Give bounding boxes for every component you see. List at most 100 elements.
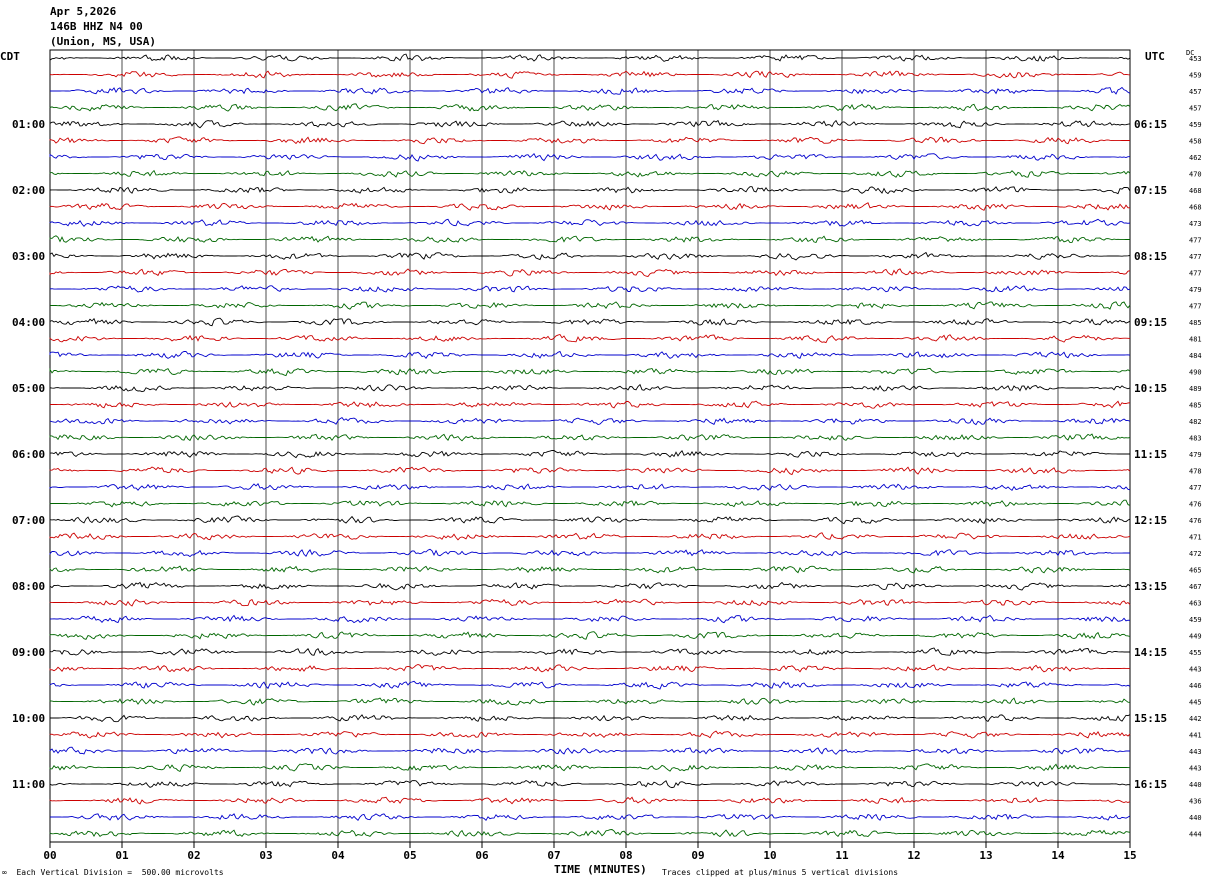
dc-offset-label: 472: [1189, 550, 1202, 558]
right-hour-label: 14:15: [1134, 646, 1167, 659]
dc-offset-label: 443: [1189, 666, 1202, 674]
seismic-trace: [49, 317, 1131, 327]
seismic-trace: [49, 333, 1131, 344]
x-tick-label: 14: [1051, 849, 1065, 862]
left-hour-label: 09:00: [12, 646, 45, 659]
dc-offset-label: 485: [1189, 402, 1202, 410]
seismic-trace: [49, 779, 1131, 789]
seismic-trace: [49, 483, 1131, 492]
x-tick-label: 00: [43, 849, 56, 862]
right-hour-label: 12:15: [1134, 514, 1167, 527]
seismic-trace: [49, 119, 1131, 129]
dc-offset-label: 482: [1189, 418, 1202, 426]
right-hour-label: 08:15: [1134, 250, 1167, 263]
dc-offset-label: 477: [1189, 270, 1202, 278]
dc-offset-label: 489: [1189, 385, 1202, 393]
seismic-trace: [50, 301, 1131, 310]
left-timezone-label: CDT: [0, 50, 20, 63]
plot-frame: [49, 49, 1131, 843]
dc-offset-label: 459: [1189, 121, 1202, 129]
x-tick-label: 11: [835, 849, 849, 862]
dc-offset-label: 449: [1189, 633, 1202, 641]
left-hour-label: 07:00: [12, 514, 45, 527]
dc-offset-label: 459: [1189, 616, 1202, 624]
clip-note: Traces clipped at plus/minus 5 vertical …: [662, 868, 899, 877]
seismic-trace: [49, 614, 1131, 624]
dc-offset-label: 463: [1189, 600, 1202, 608]
seismic-trace: [49, 746, 1131, 755]
right-hour-label: 13:15: [1134, 580, 1167, 593]
dc-offset-label: 490: [1189, 369, 1202, 377]
left-hour-label: 06:00: [12, 448, 45, 461]
x-tick-label: 04: [331, 849, 345, 862]
seismic-trace: [49, 251, 1131, 261]
x-tick-label: 08: [619, 849, 632, 862]
seismic-trace: [50, 86, 1131, 95]
dc-offset-label: 462: [1189, 154, 1202, 162]
right-hour-label: 06:15: [1134, 118, 1167, 131]
seismic-trace: [49, 103, 1131, 112]
x-axis-label: TIME (MINUTES): [554, 863, 647, 876]
seismic-trace: [49, 697, 1131, 706]
scale-note: ∞ Each Vertical Division = 500.00 microv…: [2, 868, 224, 877]
seismic-trace: [49, 565, 1131, 574]
seismic-trace: [49, 70, 1131, 79]
seismic-trace: [49, 235, 1130, 244]
seismic-trace: [49, 218, 1131, 227]
dc-offset-label: 476: [1189, 517, 1202, 525]
seismic-trace: [49, 169, 1131, 178]
dc-offset-label: 477: [1189, 237, 1202, 245]
right-hour-label: 15:15: [1134, 712, 1167, 725]
left-hour-label: 04:00: [12, 316, 45, 329]
seismic-trace: [49, 581, 1131, 591]
seismic-trace: [50, 813, 1131, 822]
x-tick-label: 05: [403, 849, 416, 862]
seismic-trace: [49, 450, 1130, 459]
dc-offset-label: 446: [1189, 682, 1202, 690]
dc-offset-label: 479: [1189, 451, 1202, 459]
dc-offset-label: 478: [1189, 468, 1202, 476]
dc-offset-label: 477: [1189, 484, 1202, 492]
station-code: 146B HHZ N4 00: [50, 20, 143, 33]
dc-offset-label: 443: [1189, 765, 1202, 773]
dc-offset-label: 436: [1189, 798, 1202, 806]
dc-offset-label: 444: [1189, 831, 1202, 839]
x-tick-label: 10: [763, 849, 776, 862]
seismic-trace: [49, 647, 1130, 656]
seismic-trace: [50, 714, 1131, 723]
x-tick-label: 06: [475, 849, 489, 862]
x-tick-label: 15: [1123, 849, 1136, 862]
seismic-trace: [49, 598, 1131, 607]
seismic-trace: [49, 730, 1131, 739]
dc-offset-label: 443: [1189, 748, 1202, 756]
scale-note-marker: ∞: [2, 868, 7, 877]
chart-date: Apr 5,2026: [50, 5, 117, 18]
seismic-trace: [49, 202, 1130, 211]
seismic-trace: [49, 466, 1131, 476]
x-tick-label: 09: [691, 849, 704, 862]
dc-offset-label: 470: [1189, 171, 1202, 179]
right-timezone-label: UTC: [1145, 50, 1165, 63]
dc-offset-label: 459: [1189, 72, 1202, 80]
scale-note-text: Each Vertical Division = 500.00 microvol…: [16, 868, 224, 877]
right-hour-label: 11:15: [1134, 448, 1167, 461]
seismic-trace: [49, 186, 1131, 195]
left-hour-label: 10:00: [12, 712, 45, 725]
seismic-trace: [49, 548, 1130, 558]
dc-offset-label: 477: [1189, 253, 1202, 261]
dc-column-label: DC: [1186, 49, 1195, 57]
left-hour-label: 08:00: [12, 580, 45, 593]
left-hour-label: 02:00: [12, 184, 45, 197]
dc-offset-label: 458: [1189, 138, 1202, 146]
seismic-trace: [49, 664, 1131, 673]
seismic-trace: [49, 829, 1131, 838]
seismic-trace: [49, 285, 1131, 293]
dc-offset-label: 484: [1189, 352, 1202, 360]
seismic-trace: [49, 532, 1131, 541]
seismic-trace: [49, 417, 1131, 426]
dc-offset-label: 442: [1189, 715, 1202, 723]
left-hour-label: 03:00: [12, 250, 45, 263]
left-hour-label: 05:00: [12, 382, 45, 395]
dc-offset-label: 457: [1189, 105, 1202, 113]
